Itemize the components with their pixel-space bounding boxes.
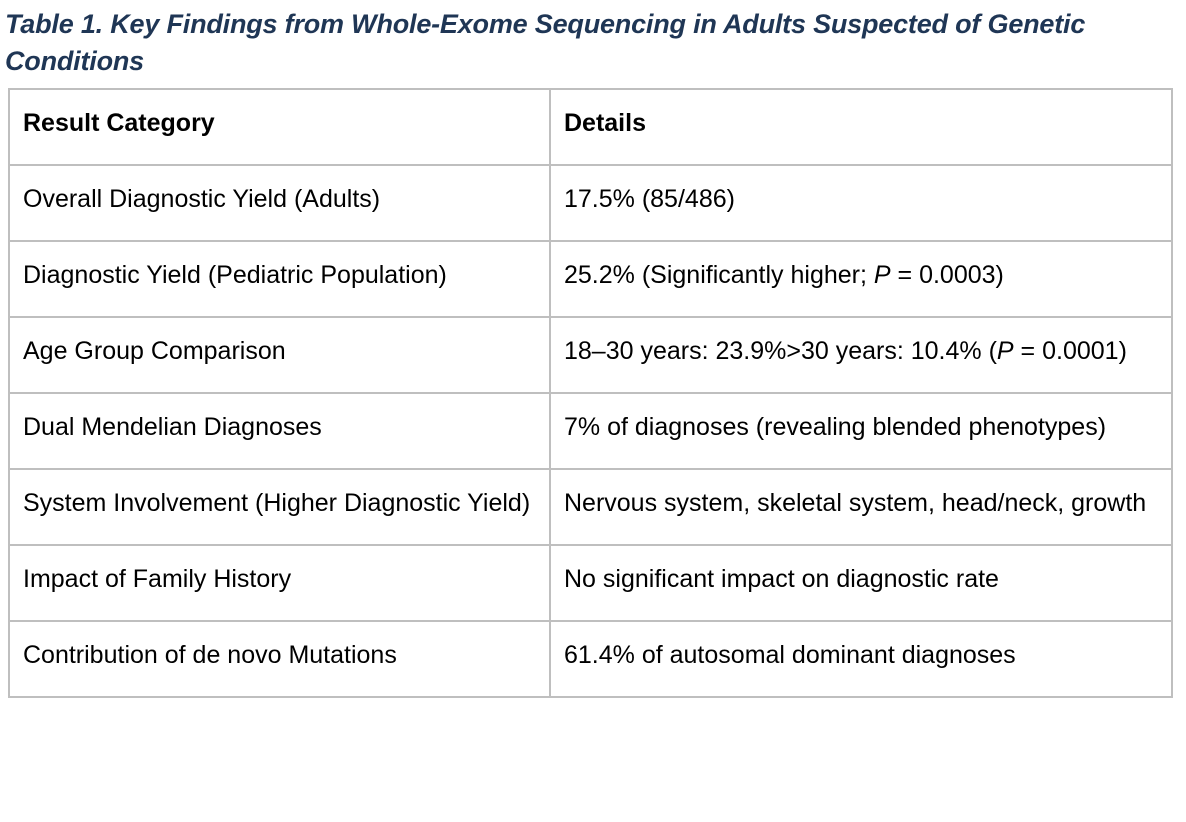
details-text-run: 18–30 years: 23.9%>30 years: 10.4% (	[564, 337, 997, 365]
details-cell: Nervous system, skeletal system, head/ne…	[549, 468, 1173, 546]
details-text-run: 25.2% (Significantly higher;	[564, 261, 874, 289]
details-text-run: = 0.0001)	[1013, 337, 1127, 365]
result-category-cell: Age Group Comparison	[8, 316, 551, 394]
details-text-run: = 0.0003)	[890, 261, 1004, 289]
details-cell: 25.2% (Significantly higher; P = 0.0003)	[549, 240, 1173, 318]
details-cell: No significant impact on diagnostic rate	[549, 544, 1173, 622]
details-text-run: Nervous system, skeletal system, head/ne…	[564, 489, 1147, 517]
result-category-cell: System Involvement (Higher Diagnostic Yi…	[8, 468, 551, 546]
column-header-result-category: Result Category	[8, 88, 551, 166]
key-findings-table: Result Category Details Overall Diagnost…	[8, 88, 1173, 698]
details-text-run: 7% of diagnoses (revealing blended pheno…	[564, 413, 1107, 441]
details-text-run: P	[996, 337, 1014, 365]
table-row: Contribution of de novo Mutations 61.4% …	[8, 620, 1173, 698]
result-category-cell: Dual Mendelian Diagnoses	[8, 392, 551, 470]
details-text-run: 61.4% of autosomal dominant diagnoses	[564, 641, 1016, 669]
details-cell: 17.5% (85/486)	[549, 164, 1173, 242]
result-category-cell: Overall Diagnostic Yield (Adults)	[8, 164, 551, 242]
details-cell: 61.4% of autosomal dominant diagnoses	[549, 620, 1173, 698]
details-text-run: No significant impact on diagnostic rate	[564, 565, 999, 593]
table-row: Diagnostic Yield (Pediatric Population) …	[8, 240, 1173, 318]
details-cell: 7% of diagnoses (revealing blended pheno…	[549, 392, 1173, 470]
column-header-details: Details	[549, 88, 1173, 166]
details-text-run: P	[873, 261, 891, 289]
table-row: Age Group Comparison 18–30 years: 23.9%>…	[8, 316, 1173, 394]
table-row: Impact of Family History No significant …	[8, 544, 1173, 622]
table-body: Overall Diagnostic Yield (Adults) 17.5% …	[8, 164, 1173, 698]
table-caption: Table 1. Key Findings from Whole-Exome S…	[5, 9, 1086, 76]
details-text-run: 17.5% (85/486)	[564, 185, 735, 213]
table-row: Overall Diagnostic Yield (Adults) 17.5% …	[8, 164, 1173, 242]
table-row: System Involvement (Higher Diagnostic Yi…	[8, 468, 1173, 546]
result-category-cell: Diagnostic Yield (Pediatric Population)	[8, 240, 551, 318]
header-row: Result Category Details	[8, 88, 1173, 166]
details-cell: 18–30 years: 23.9%>30 years: 10.4% (P = …	[549, 316, 1173, 394]
result-category-cell: Impact of Family History	[8, 544, 551, 622]
table-row: Dual Mendelian Diagnoses 7% of diagnoses…	[8, 392, 1173, 470]
result-category-cell: Contribution of de novo Mutations	[8, 620, 551, 698]
